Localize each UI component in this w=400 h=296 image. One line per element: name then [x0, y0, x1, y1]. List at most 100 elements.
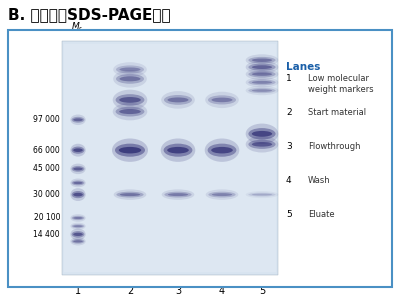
Ellipse shape [252, 194, 272, 196]
Text: 45 000: 45 000 [33, 164, 60, 173]
Ellipse shape [248, 193, 276, 197]
Ellipse shape [70, 229, 86, 240]
Text: Low molecular
weight markers: Low molecular weight markers [308, 74, 374, 94]
Ellipse shape [252, 81, 272, 84]
Ellipse shape [73, 148, 83, 152]
Ellipse shape [246, 68, 278, 80]
Ellipse shape [112, 139, 148, 162]
Ellipse shape [72, 216, 84, 220]
Ellipse shape [167, 147, 189, 153]
Ellipse shape [120, 193, 140, 196]
Ellipse shape [70, 214, 86, 222]
Ellipse shape [164, 192, 192, 197]
Ellipse shape [73, 217, 83, 219]
Ellipse shape [252, 89, 272, 92]
Ellipse shape [72, 191, 84, 198]
Ellipse shape [70, 223, 86, 230]
Ellipse shape [70, 188, 86, 201]
Ellipse shape [72, 181, 84, 185]
Ellipse shape [252, 131, 272, 137]
Ellipse shape [70, 164, 86, 174]
Ellipse shape [73, 225, 83, 227]
Ellipse shape [119, 97, 141, 103]
Ellipse shape [246, 191, 278, 198]
Ellipse shape [72, 231, 84, 238]
Ellipse shape [116, 107, 144, 117]
Text: 3: 3 [286, 142, 292, 151]
Ellipse shape [113, 62, 147, 77]
Ellipse shape [73, 240, 83, 242]
Ellipse shape [248, 64, 276, 71]
Ellipse shape [113, 90, 147, 110]
Ellipse shape [246, 86, 278, 95]
Ellipse shape [72, 166, 84, 172]
Ellipse shape [252, 142, 272, 147]
Ellipse shape [72, 224, 84, 228]
Text: 3: 3 [175, 286, 181, 296]
Text: 20 100: 20 100 [34, 213, 60, 223]
Ellipse shape [119, 109, 141, 114]
Text: 5: 5 [286, 210, 292, 219]
Ellipse shape [252, 73, 272, 76]
Text: 97 000: 97 000 [33, 115, 60, 124]
Text: 4: 4 [286, 176, 292, 185]
Ellipse shape [72, 147, 84, 154]
Ellipse shape [246, 123, 278, 144]
Ellipse shape [120, 67, 140, 72]
Ellipse shape [252, 65, 272, 69]
Ellipse shape [73, 233, 83, 236]
Ellipse shape [208, 144, 236, 157]
Ellipse shape [164, 144, 192, 157]
Ellipse shape [73, 182, 83, 184]
Ellipse shape [212, 98, 232, 102]
Ellipse shape [73, 118, 83, 121]
Ellipse shape [119, 147, 141, 153]
Ellipse shape [70, 115, 86, 125]
Ellipse shape [248, 88, 276, 93]
Ellipse shape [116, 65, 144, 74]
Ellipse shape [70, 178, 86, 187]
Ellipse shape [115, 144, 145, 157]
Text: 1: 1 [75, 286, 81, 296]
Bar [8, 30, 392, 287]
Text: 2: 2 [127, 286, 133, 296]
Ellipse shape [161, 139, 195, 162]
Text: Start material: Start material [308, 108, 366, 117]
Ellipse shape [248, 140, 276, 149]
Ellipse shape [208, 95, 236, 104]
Ellipse shape [116, 192, 144, 197]
Ellipse shape [113, 70, 147, 88]
Text: B. 精製後のSDS-PAGE確認: B. 精製後のSDS-PAGE確認 [8, 7, 171, 22]
Ellipse shape [73, 168, 83, 170]
Ellipse shape [208, 192, 236, 197]
Ellipse shape [252, 59, 272, 62]
Text: 1: 1 [286, 74, 292, 83]
Bar [62, 41, 278, 275]
Ellipse shape [248, 79, 276, 85]
Ellipse shape [212, 193, 232, 196]
Ellipse shape [70, 144, 86, 157]
Ellipse shape [113, 103, 147, 120]
Text: 30 000: 30 000 [33, 190, 60, 199]
Ellipse shape [162, 189, 194, 200]
Ellipse shape [248, 71, 276, 78]
Ellipse shape [72, 239, 84, 244]
Text: Eluate: Eluate [308, 210, 335, 219]
Ellipse shape [248, 128, 276, 139]
Text: 5: 5 [259, 286, 265, 296]
Ellipse shape [211, 147, 233, 153]
Ellipse shape [246, 61, 278, 74]
Ellipse shape [205, 92, 239, 108]
Ellipse shape [120, 76, 140, 81]
Text: Lanes: Lanes [286, 62, 320, 72]
Ellipse shape [246, 77, 278, 88]
Ellipse shape [116, 74, 144, 84]
Ellipse shape [114, 189, 146, 200]
Text: 66 000: 66 000 [33, 146, 60, 155]
Text: M$_r$: M$_r$ [71, 21, 84, 33]
Text: Wash: Wash [308, 176, 331, 185]
Ellipse shape [206, 189, 238, 200]
Ellipse shape [205, 139, 239, 162]
Ellipse shape [116, 94, 144, 106]
Ellipse shape [164, 95, 192, 105]
